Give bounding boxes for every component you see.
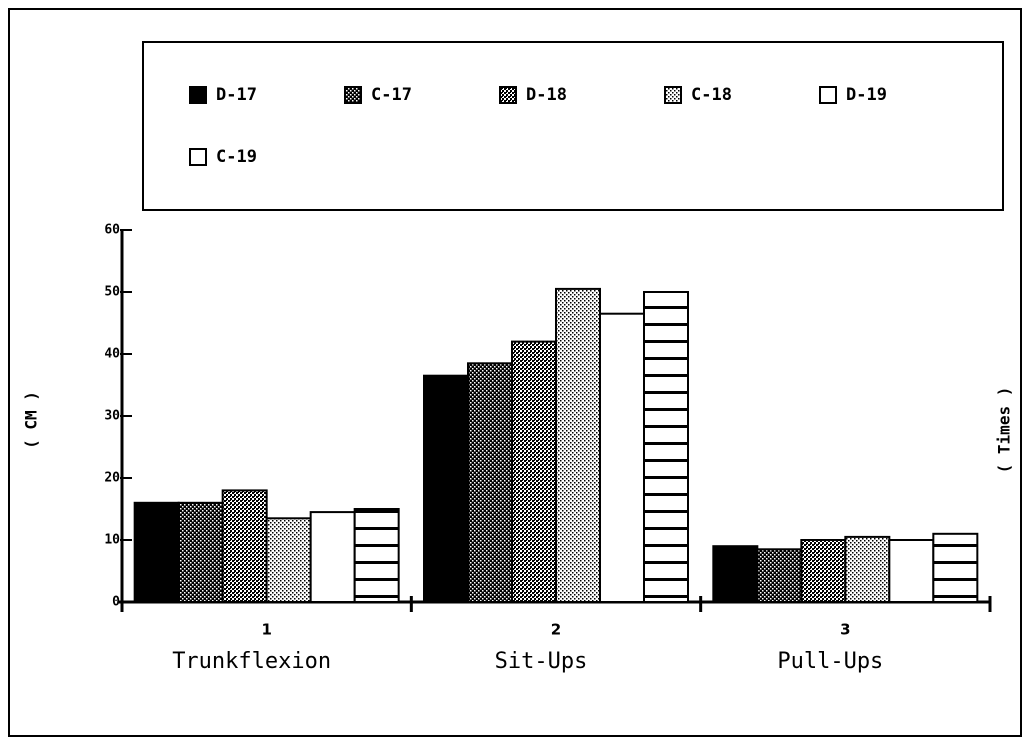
y-tick-label: 10	[104, 533, 120, 548]
y-tick-label: 0	[112, 595, 120, 610]
bar	[353, 508, 400, 603]
bar	[423, 374, 469, 604]
x-tick-label: 2	[551, 621, 561, 639]
bar	[511, 340, 557, 603]
x-tick-label: 3	[840, 621, 850, 639]
legend-label: D-19	[846, 85, 887, 105]
bar	[932, 532, 979, 603]
bar	[467, 362, 513, 603]
bar	[643, 291, 689, 603]
bar	[309, 511, 356, 603]
bar	[265, 517, 312, 603]
y-tick-label: 40	[104, 347, 120, 362]
bar	[844, 535, 891, 604]
legend-swatch	[189, 86, 207, 104]
y-tick-label: 30	[104, 409, 120, 424]
bar	[800, 539, 847, 603]
legend-label: C-19	[216, 147, 257, 167]
legend-swatch	[819, 86, 837, 104]
bar	[555, 287, 601, 603]
legend-swatch	[664, 86, 682, 104]
group-label: Trunkflexion	[172, 649, 331, 674]
y2-axis-label: ( Times )	[995, 387, 1014, 474]
bar	[133, 501, 180, 603]
legend-label: D-18	[526, 85, 567, 105]
y-tick-label: 50	[104, 285, 120, 300]
bar	[177, 501, 224, 603]
bar	[599, 312, 645, 603]
frame	[8, 8, 1022, 737]
legend-label: C-18	[691, 85, 732, 105]
y-tick-label: 20	[104, 471, 120, 486]
legend-swatch	[344, 86, 362, 104]
bar	[221, 489, 268, 603]
y-axis-label: ( CM )	[22, 391, 41, 449]
bar	[888, 539, 935, 603]
legend-label: C-17	[371, 85, 412, 105]
legend-swatch	[499, 86, 517, 104]
bar	[712, 545, 759, 604]
legend-box	[142, 41, 1004, 211]
group-label: Pull-Ups	[777, 649, 883, 674]
x-tick-label: 1	[261, 621, 271, 639]
legend-swatch	[189, 148, 207, 166]
group-label: Sit-Ups	[495, 649, 588, 674]
bar	[756, 548, 803, 603]
y-tick-label: 60	[104, 223, 120, 238]
legend-label: D-17	[216, 85, 257, 105]
